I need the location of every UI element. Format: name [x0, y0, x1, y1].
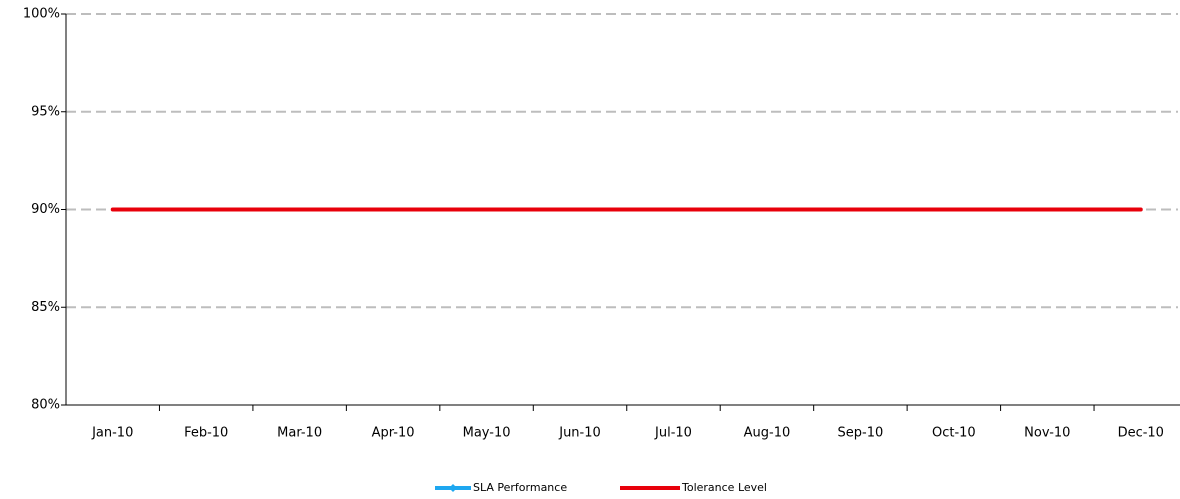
x-tick-label: May-10: [463, 426, 511, 441]
x-tick-label: Oct-10: [932, 426, 976, 441]
x-tick-label: Jan-10: [91, 426, 133, 441]
y-tick-label: 85%: [31, 300, 60, 315]
x-tick-label: Nov-10: [1024, 426, 1070, 441]
x-tick-label: Jul-10: [654, 426, 692, 441]
x-tick-label: Feb-10: [184, 426, 228, 441]
x-tick-label: Jun-10: [558, 426, 601, 441]
y-tick-label: 90%: [31, 202, 60, 217]
y-tick-label: 95%: [31, 104, 60, 119]
legend-marker: [449, 484, 457, 492]
x-tick-label: Sep-10: [838, 426, 884, 441]
legend-label: Tolerance Level: [681, 481, 767, 494]
y-tick-label: 100%: [23, 7, 60, 22]
x-tick-label: Aug-10: [744, 426, 791, 441]
x-tick-label: Apr-10: [372, 426, 415, 441]
legend-label: SLA Performance: [473, 481, 567, 494]
x-tick-label: Mar-10: [277, 426, 322, 441]
y-tick-label: 80%: [31, 398, 60, 413]
x-tick-label: Dec-10: [1118, 426, 1164, 441]
